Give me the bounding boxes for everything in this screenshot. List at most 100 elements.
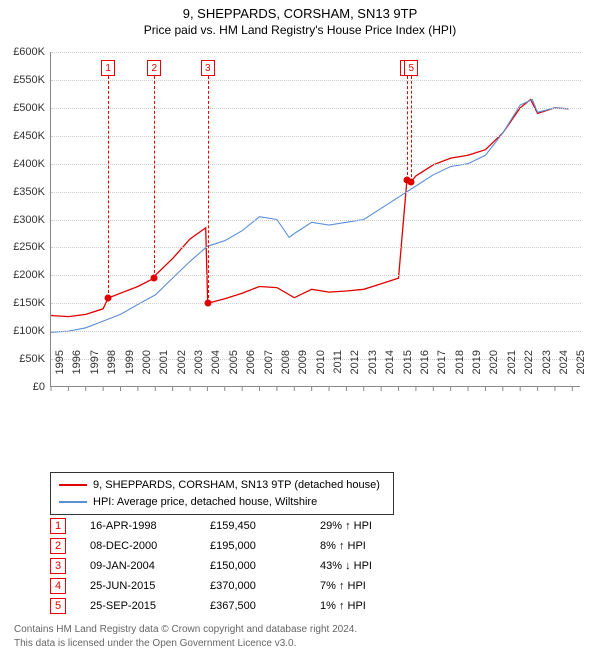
y-axis-label: £100K <box>13 325 45 337</box>
table-row: 309-JAN-2004£150,00043% ↓ HPI <box>50 556 430 576</box>
y-axis-label: £150K <box>13 297 45 309</box>
x-axis-label: 2004 <box>210 350 222 390</box>
x-axis-label: 2017 <box>436 350 448 390</box>
table-row: 1 16-APR-1998£159,45029% ↑ HPI <box>50 516 430 536</box>
y-axis-label: £200K <box>13 269 45 281</box>
marker-dot <box>151 275 158 282</box>
marker-line <box>208 76 209 303</box>
series-hpi <box>51 100 569 333</box>
x-axis-label: 2021 <box>506 350 518 390</box>
x-axis-label: 2005 <box>228 350 240 390</box>
marker-box: 3 <box>201 60 215 76</box>
x-axis-label: 2025 <box>575 350 587 390</box>
legend-swatch <box>59 501 87 503</box>
y-axis-label: £450K <box>13 130 45 142</box>
y-axis-label: £250K <box>13 241 45 253</box>
x-axis-label: 2015 <box>402 350 414 390</box>
x-axis-label: 1997 <box>89 350 101 390</box>
x-axis-label: 2024 <box>558 350 570 390</box>
footer-line-2: This data is licensed under the Open Gov… <box>14 637 357 651</box>
x-axis-label: 2008 <box>280 350 292 390</box>
y-axis-label: £350K <box>13 186 45 198</box>
gridline <box>51 164 581 165</box>
x-axis-label: 2013 <box>367 350 379 390</box>
txn-pct: 29% ↑ HPI <box>320 520 430 532</box>
legend-label: 9, SHEPPARDS, CORSHAM, SN13 9TP (detache… <box>93 477 380 494</box>
x-axis-label: 2020 <box>488 350 500 390</box>
legend-label: HPI: Average price, detached house, Wilt… <box>93 494 317 511</box>
txn-price: £150,000 <box>210 560 320 572</box>
footer-line-1: Contains HM Land Registry data © Crown c… <box>14 623 357 637</box>
y-axis-label: £50K <box>19 353 45 365</box>
legend: 9, SHEPPARDS, CORSHAM, SN13 9TP (detache… <box>50 472 394 515</box>
y-axis-label: £600K <box>13 46 45 58</box>
gridline <box>51 331 581 332</box>
marker-dot <box>105 294 112 301</box>
legend-swatch <box>59 484 87 486</box>
x-axis-label: 2010 <box>315 350 327 390</box>
footer: Contains HM Land Registry data © Crown c… <box>14 623 357 650</box>
txn-price: £370,000 <box>210 580 320 592</box>
marker-line <box>154 76 155 278</box>
gridline <box>51 247 581 248</box>
x-axis-label: 2019 <box>471 350 483 390</box>
txn-price: £159,450 <box>210 520 320 532</box>
x-axis-label: 2011 <box>332 350 344 390</box>
marker-box: 5 <box>404 60 418 76</box>
marker-line <box>407 76 408 180</box>
txn-pct: 8% ↑ HPI <box>320 540 430 552</box>
y-axis-label: £500K <box>13 102 45 114</box>
table-row: 2 08-DEC-2000£195,0008% ↑ HPI <box>50 536 430 556</box>
x-axis-label: 2023 <box>541 350 553 390</box>
gridline <box>51 52 581 53</box>
gridline <box>51 108 581 109</box>
txn-date: 25-SEP-2015 <box>90 600 210 612</box>
txn-date: 16-APR-1998 <box>90 520 210 532</box>
x-axis-label: 2006 <box>245 350 257 390</box>
gridline <box>51 275 581 276</box>
plot-area: 12345 <box>50 52 580 387</box>
x-axis-label: 2002 <box>176 350 188 390</box>
x-axis-label: 2003 <box>193 350 205 390</box>
gridline <box>51 303 581 304</box>
marker-dot <box>408 178 415 185</box>
x-axis-label: 1999 <box>124 350 136 390</box>
x-axis-label: 2018 <box>454 350 466 390</box>
table-row: 525-SEP-2015£367,5001% ↑ HPI <box>50 596 430 616</box>
marker-box: 1 <box>101 60 115 76</box>
txn-date: 09-JAN-2004 <box>90 560 210 572</box>
y-axis-label: £400K <box>13 158 45 170</box>
txn-number: 2 <box>50 538 66 554</box>
marker-box: 2 <box>147 60 161 76</box>
txn-date: 25-JUN-2015 <box>90 580 210 592</box>
x-axis-label: 2007 <box>263 350 275 390</box>
series-property <box>51 100 569 317</box>
x-axis-label: 2022 <box>523 350 535 390</box>
gridline <box>51 136 581 137</box>
marker-line <box>411 76 412 182</box>
x-axis-label: 1995 <box>54 350 66 390</box>
x-axis-label: 2016 <box>419 350 431 390</box>
x-axis-label: 1998 <box>106 350 118 390</box>
x-axis-label: 2001 <box>158 350 170 390</box>
gridline <box>51 220 581 221</box>
marker-line <box>108 76 109 298</box>
transactions-table: 1 16-APR-1998£159,45029% ↑ HPI 2 08-DEC-200… <box>50 516 430 616</box>
x-axis-label: 2000 <box>141 350 153 390</box>
x-axis-label: 2009 <box>297 350 309 390</box>
gridline <box>51 192 581 193</box>
gridline <box>51 80 581 81</box>
chart: 12345 £0£50K£100K£150K£200K£250K£300K£35… <box>50 52 580 422</box>
page-title: 9, SHEPPARDS, CORSHAM, SN13 9TP <box>0 6 600 21</box>
txn-number: 4 <box>50 578 66 594</box>
y-axis-label: £300K <box>13 214 45 226</box>
txn-pct: 43% ↓ HPI <box>320 560 430 572</box>
txn-price: £195,000 <box>210 540 320 552</box>
txn-date: 08-DEC-2000 <box>90 540 210 552</box>
y-axis-label: £0 <box>33 381 45 393</box>
legend-row: 9, SHEPPARDS, CORSHAM, SN13 9TP (detache… <box>59 477 385 494</box>
x-axis-label: 2014 <box>384 350 396 390</box>
table-row: 425-JUN-2015£370,0007% ↑ HPI <box>50 576 430 596</box>
page-subtitle: Price paid vs. HM Land Registry's House … <box>0 23 600 37</box>
txn-number: 1 <box>50 518 66 534</box>
